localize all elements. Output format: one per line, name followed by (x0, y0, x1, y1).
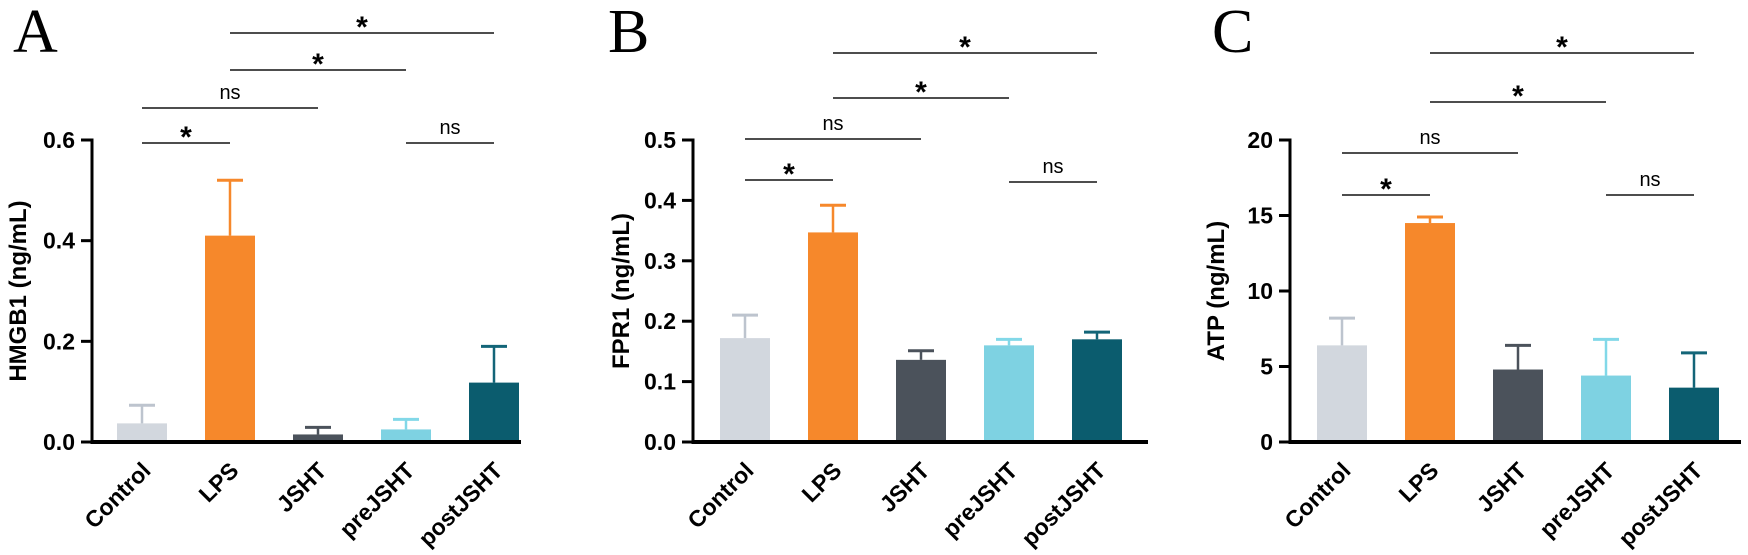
y-tick-label: 0.1 (644, 369, 676, 395)
significance-label: * (1380, 173, 1392, 206)
panel-c: C ATP (ng/mL) 0 5 10 15 20 Control LPS JSHT preJSH… (1203, 0, 1741, 551)
x-category-label: JSHT (272, 457, 332, 517)
bar-postjsht (469, 382, 519, 442)
significance-label: * (312, 48, 324, 81)
y-tick-label: 0.0 (644, 429, 676, 455)
bar-control (117, 423, 167, 442)
panel-b: B FPR1 (ng/mL) 0.0 0.1 0.2 0.3 0.4 0.5 Control LP… (608, 0, 1148, 551)
x-category-label: LPS (194, 457, 244, 507)
bar-postjsht (1072, 339, 1122, 442)
bar-postjsht (1669, 387, 1719, 442)
bar-prejsht (984, 345, 1034, 442)
panel-a: A HMGB1 (ng/mL) 0.0 0.2 0.4 0.6 Control LPS JSHT… (5, 0, 521, 551)
bar-jsht (293, 434, 343, 442)
x-category-label: postJSHT (1613, 457, 1707, 551)
bar-lps (205, 235, 255, 442)
bar-prejsht (381, 429, 431, 442)
panel-letter: B (608, 0, 649, 66)
significance-label: * (356, 11, 368, 44)
x-category-label: LPS (797, 457, 847, 507)
bar-control (1317, 345, 1367, 442)
x-category-label: preJSHT (334, 457, 419, 542)
x-category-label: LPS (1394, 457, 1444, 507)
y-tick-label: 0.3 (644, 248, 676, 274)
x-category-label: Control (79, 457, 155, 533)
significance-label: ns (1042, 156, 1063, 178)
significance-label: * (959, 31, 971, 64)
y-tick-label: 0 (1260, 429, 1273, 455)
panel-letter: A (13, 0, 58, 66)
x-category-label: Control (682, 457, 758, 533)
y-tick-label: 20 (1247, 127, 1273, 153)
bar-jsht (896, 359, 946, 442)
significance-label: ns (1419, 127, 1440, 149)
y-tick-label: 0.2 (644, 308, 676, 334)
y-axis-label: ATP (ng/mL) (1203, 221, 1230, 361)
y-tick-label: 0.4 (644, 187, 676, 213)
significance-label: ns (1639, 169, 1660, 191)
y-tick-label: 0.5 (644, 127, 676, 153)
significance-label: ns (439, 117, 460, 139)
x-category-label: postJSHT (1016, 457, 1110, 551)
y-axis-label: FPR1 (ng/mL) (608, 213, 635, 369)
significance-label: * (180, 121, 192, 154)
y-axis-label: HMGB1 (ng/mL) (5, 200, 32, 381)
significance-label: ns (822, 113, 843, 135)
x-category-label: Control (1279, 457, 1355, 533)
x-category-label: JSHT (1472, 457, 1532, 517)
significance-label: * (915, 76, 927, 109)
y-tick-label: 15 (1247, 203, 1273, 229)
x-category-label: preJSHT (937, 457, 1022, 542)
bar-jsht (1493, 369, 1543, 442)
panel-letter: C (1212, 0, 1253, 66)
x-category-label: preJSHT (1534, 457, 1619, 542)
bar-prejsht (1581, 375, 1631, 442)
y-tick-label: 10 (1247, 278, 1273, 304)
x-category-label: postJSHT (413, 457, 507, 551)
significance-label: * (1556, 31, 1568, 64)
y-tick-label: 0.4 (43, 228, 75, 254)
y-tick-label: 0.6 (43, 127, 75, 153)
bar-control (720, 338, 770, 442)
bar-lps (1405, 223, 1455, 442)
bar-lps (808, 232, 858, 442)
significance-label: ns (219, 82, 240, 104)
y-tick-label: 0.0 (43, 429, 75, 455)
significance-label: * (1512, 80, 1524, 113)
x-category-label: JSHT (875, 457, 935, 517)
y-tick-label: 5 (1260, 354, 1273, 380)
y-tick-label: 0.2 (43, 328, 75, 354)
significance-label: * (783, 158, 795, 191)
